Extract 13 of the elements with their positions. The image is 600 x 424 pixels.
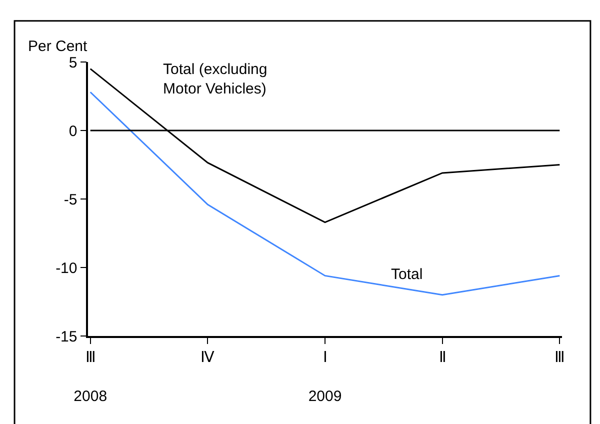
- y-tick-label: 5: [68, 54, 78, 72]
- series-label: Total (excluding Motor Vehicles): [163, 61, 268, 98]
- category-label: Ⅰ 2009: [308, 348, 342, 405]
- y-tick-label: -10: [56, 260, 78, 277]
- y-axis-title: Per Cent: [28, 38, 88, 55]
- y-tick-label: -15: [56, 328, 78, 346]
- category-label: Ⅲ 2008: [74, 348, 108, 405]
- series-label: Total: [391, 266, 423, 283]
- y-tick-label: -5: [64, 191, 78, 208]
- y-tick-label: 0: [68, 122, 78, 140]
- x-tick-label: Ⅳ: [200, 348, 215, 366]
- x-tick-label: Ⅲ: [554, 348, 565, 366]
- x-tick-label: Ⅱ: [438, 348, 446, 366]
